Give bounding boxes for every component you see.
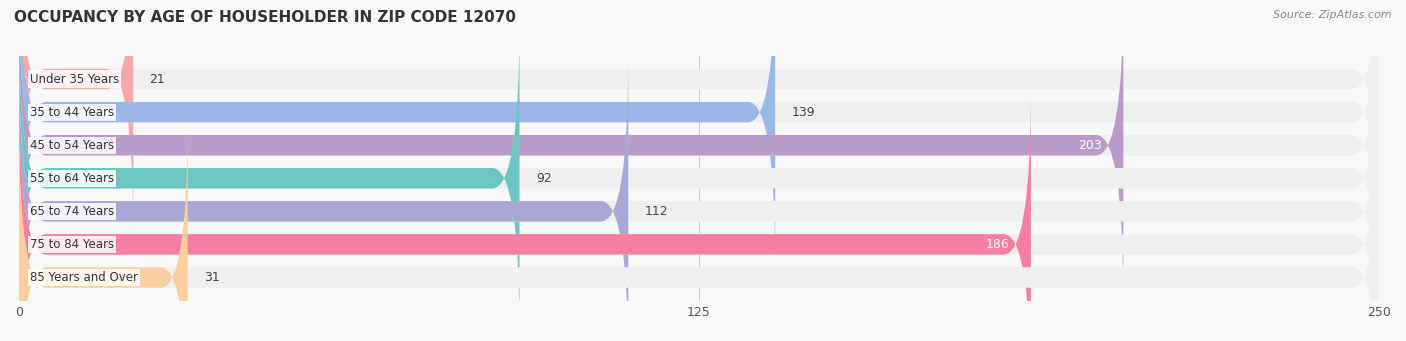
Text: 85 Years and Over: 85 Years and Over xyxy=(30,271,138,284)
Text: 75 to 84 Years: 75 to 84 Years xyxy=(30,238,114,251)
Text: 45 to 54 Years: 45 to 54 Years xyxy=(30,139,114,152)
FancyBboxPatch shape xyxy=(20,56,1379,341)
FancyBboxPatch shape xyxy=(20,122,1379,341)
FancyBboxPatch shape xyxy=(20,89,1379,341)
Text: 55 to 64 Years: 55 to 64 Years xyxy=(30,172,114,185)
Text: 112: 112 xyxy=(644,205,668,218)
FancyBboxPatch shape xyxy=(20,122,187,341)
Text: 92: 92 xyxy=(536,172,551,185)
Text: 21: 21 xyxy=(149,73,166,86)
FancyBboxPatch shape xyxy=(20,0,134,234)
FancyBboxPatch shape xyxy=(20,56,628,341)
Text: OCCUPANCY BY AGE OF HOUSEHOLDER IN ZIP CODE 12070: OCCUPANCY BY AGE OF HOUSEHOLDER IN ZIP C… xyxy=(14,10,516,25)
FancyBboxPatch shape xyxy=(20,23,1379,333)
Text: Under 35 Years: Under 35 Years xyxy=(30,73,120,86)
FancyBboxPatch shape xyxy=(20,89,1031,341)
FancyBboxPatch shape xyxy=(20,0,1379,267)
Text: 203: 203 xyxy=(1078,139,1102,152)
FancyBboxPatch shape xyxy=(20,0,1123,300)
FancyBboxPatch shape xyxy=(20,23,519,333)
Text: 35 to 44 Years: 35 to 44 Years xyxy=(30,106,114,119)
FancyBboxPatch shape xyxy=(20,0,1379,234)
Text: 186: 186 xyxy=(986,238,1010,251)
Text: 31: 31 xyxy=(204,271,219,284)
Text: Source: ZipAtlas.com: Source: ZipAtlas.com xyxy=(1274,10,1392,20)
FancyBboxPatch shape xyxy=(20,0,1379,300)
FancyBboxPatch shape xyxy=(20,0,775,267)
Text: 139: 139 xyxy=(792,106,815,119)
Text: 65 to 74 Years: 65 to 74 Years xyxy=(30,205,114,218)
